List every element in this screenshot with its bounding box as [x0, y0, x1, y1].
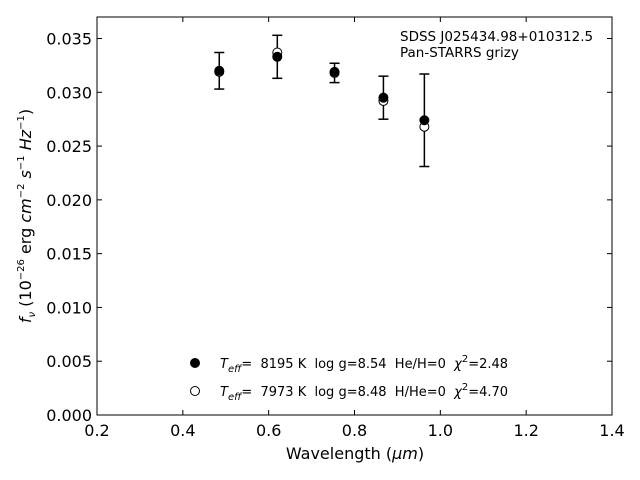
annotation-object-name: SDSS J025434.98+010312.5	[400, 29, 593, 45]
point-filled	[378, 92, 389, 103]
legend-marker-open	[190, 386, 200, 396]
legend-label-model-2: Teff= 7973 K log g=8.48 H/He=0 χ2=4.70	[220, 382, 508, 403]
x-axis-title: Wavelength (μm)	[286, 444, 424, 463]
point-filled	[419, 115, 430, 126]
axis-ticks: 0.2 0.4 0.6 0.8 1.0 1.2 1.4 0.000 0.005 0.010 0.01…	[46, 17, 625, 440]
x-tick-label: 1.0	[428, 421, 453, 440]
y-tick-label: 0.005	[46, 352, 92, 371]
y-tick-label: 0.015	[46, 245, 92, 264]
y-tick-label: 0.025	[46, 137, 92, 156]
y-tick-label: 0.020	[46, 191, 92, 210]
y-tick-label: 0.035	[46, 30, 92, 49]
legend: Teff= 8195 K log g=8.54 He/H=0 χ2=2.48 T…	[190, 354, 508, 403]
plot-area	[96, 16, 613, 416]
data-points	[214, 47, 430, 132]
point-filled	[214, 65, 225, 76]
x-tick-label: 0.6	[256, 421, 281, 440]
x-tick-label: 1.4	[599, 421, 624, 440]
annotation-survey: Pan-STARRS grizy	[400, 45, 519, 61]
y-axis-title: fν (10−26 erg cm−2 s−1 Hz−1)	[16, 109, 38, 323]
point-filled	[329, 66, 340, 77]
y-tick-label: 0.030	[46, 83, 92, 102]
x-tick-label: 0.2	[84, 421, 109, 440]
legend-label-model-1: Teff= 8195 K log g=8.54 He/H=0 χ2=2.48	[220, 354, 508, 375]
x-tick-label: 0.4	[170, 421, 195, 440]
y-tick-label: 0.000	[46, 406, 92, 425]
y-tick-label: 0.010	[46, 298, 92, 317]
point-filled	[272, 51, 283, 62]
x-tick-label: 1.2	[513, 421, 538, 440]
legend-marker-filled	[190, 358, 200, 368]
x-tick-label: 0.8	[342, 421, 367, 440]
